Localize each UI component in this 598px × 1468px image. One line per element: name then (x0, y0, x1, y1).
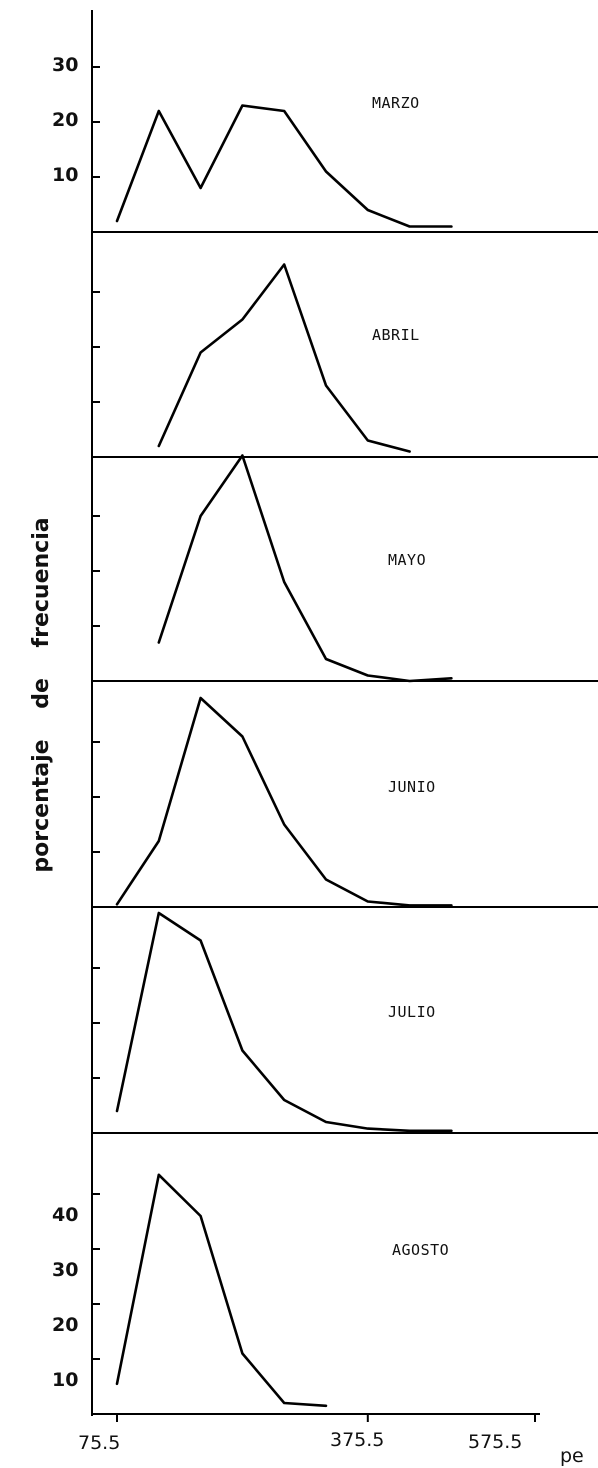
y-tick-label: 30 (52, 1259, 78, 1281)
panel-label-agosto: AGOSTO (392, 1241, 449, 1259)
series-line-marzo (115, 104, 453, 228)
y-tick-label: 30 (52, 54, 78, 76)
x-tick-label: 375.5 (330, 1429, 384, 1451)
series-line-julio (115, 911, 453, 1133)
y-tick-label: 20 (52, 1314, 78, 1336)
plot-area: MARZO ABRIL MAYO JUNIO JULIO AGOSTO (91, 10, 598, 1422)
x-tick-label: 575.5 (468, 1431, 522, 1453)
series-line-agosto (115, 1173, 328, 1408)
panel-label-marzo: MARZO (372, 94, 420, 112)
panel-label-abril: ABRIL (372, 326, 420, 344)
y-tick-label: 10 (52, 164, 78, 186)
panel-label-junio: JUNIO (388, 778, 436, 796)
y-tick-label: 20 (52, 109, 78, 131)
x-axis-label: pe (560, 1445, 584, 1467)
y-tick-label: 40 (52, 1204, 78, 1226)
series-line-abril (157, 263, 411, 453)
y-axis-label: porcentaje de frecuencia (29, 517, 54, 872)
series-line-junio (115, 696, 453, 907)
panel-label-mayo: MAYO (388, 551, 426, 569)
series-line-mayo (157, 454, 453, 683)
y-tick-label: 10 (52, 1369, 78, 1391)
x-tick-label: 75.5 (78, 1432, 120, 1454)
panel-label-julio: JULIO (388, 1003, 436, 1021)
